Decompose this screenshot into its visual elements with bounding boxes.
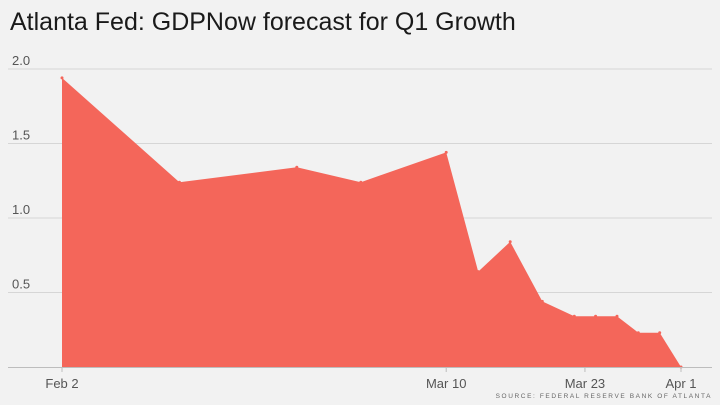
chart-title: Atlanta Fed: GDPNow forecast for Q1 Grow… — [10, 8, 516, 36]
y-tick-label: 1.5 — [12, 128, 30, 143]
y-axis-ticks: 0.5 1.0 1.5 2.0 — [12, 53, 30, 292]
data-point-5 — [476, 270, 480, 274]
x-axis-ticks: Feb 2 Mar 10 Mar 23 Apr 1 — [45, 367, 697, 391]
x-tick-label: Apr 1 — [665, 376, 696, 391]
data-point-4 — [444, 150, 448, 154]
data-point-11 — [636, 331, 640, 335]
data-point-7 — [540, 299, 544, 303]
source-note: SOURCE: FEDERAL RESERVE BANK OF ATLANTA — [495, 393, 712, 400]
data-point-10 — [615, 314, 619, 318]
forecast-area — [62, 77, 681, 368]
x-tick-label: Mar 10 — [426, 376, 466, 391]
data-point-12 — [658, 331, 662, 335]
y-tick-label: 0.5 — [12, 277, 30, 292]
data-point-0 — [60, 76, 64, 80]
data-point-8 — [572, 314, 576, 318]
data-point-1 — [177, 180, 181, 184]
x-tick-label: Mar 23 — [565, 376, 605, 391]
data-point-9 — [594, 314, 598, 318]
y-tick-label: 1.0 — [12, 202, 30, 217]
x-tick-label: Feb 2 — [45, 376, 78, 391]
y-tick-label: 2.0 — [12, 53, 30, 68]
data-point-6 — [508, 240, 512, 244]
data-point-2 — [295, 165, 299, 169]
data-point-3 — [359, 180, 363, 184]
